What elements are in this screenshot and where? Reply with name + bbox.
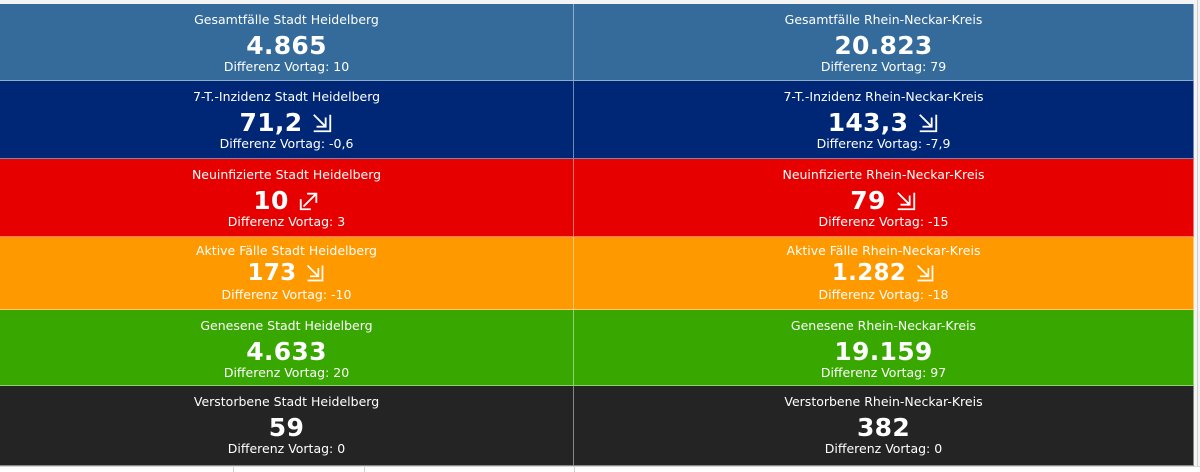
tile-value: 59 [268,413,305,442]
tile-diff: Differenz Vortag: -15 [818,214,949,229]
tile-value: 173 [247,260,297,286]
value-line: 71,2 [0,105,573,141]
tile-value: 4.865 [246,31,327,60]
tile-aktive-heidelberg[interactable]: Aktive Fälle Stadt Heidelberg 173 Differ… [0,237,574,310]
tile-title: Gesamtfälle Rhein-Neckar-Kreis [784,12,983,27]
value-line: 1.282 [574,257,1193,289]
tile-verstorbene-rnk[interactable]: Verstorbene Rhein-Neckar-Kreis 382 Diffe… [574,386,1194,466]
tile-value: 382 [856,413,911,442]
tile-diff: Differenz Vortag: 0 [824,441,943,456]
tile-title: 7-T.-Inzidenz Stadt Heidelberg [192,89,381,104]
tile-value: 1.282 [831,260,907,286]
tile-value: 10 [253,186,289,215]
tile-title: Verstorbene Stadt Heidelberg [193,394,380,409]
value-line: 20.823 [574,28,1193,64]
arrow-down-right-icon [917,112,939,134]
tile-diff: Differenz Vortag: -18 [818,287,949,302]
tile-neuinfizierte-rnk[interactable]: Neuinfizierte Rhein-Neckar-Kreis 79 Diff… [574,159,1194,237]
tile-value: 143,3 [827,108,909,137]
tile-genesene-heidelberg[interactable]: Genesene Stadt Heidelberg 4.633 Differen… [0,310,574,386]
footer-tab-strip [0,466,1200,472]
tile-title: Neuinfizierte Rhein-Neckar-Kreis [782,167,985,182]
tile-diff: Differenz Vortag: 3 [227,214,346,229]
footer-tab[interactable] [233,467,365,472]
tile-aktive-rnk[interactable]: Aktive Fälle Rhein-Neckar-Kreis 1.282 Di… [574,237,1194,310]
tile-diff: Differenz Vortag: -7,9 [816,136,951,151]
arrow-down-right-icon [896,192,915,211]
window-edge [1197,0,1198,466]
tile-value: 19.159 [834,337,933,366]
arrow-down-right-icon [305,263,325,283]
tile-diff: Differenz Vortag: 0 [227,441,346,456]
covid-dashboard: Gesamtfälle Stadt Heidelberg 4.865 Diffe… [0,4,1194,466]
arrow-down-right-icon [311,112,333,134]
tile-title: Neuinfizierte Stadt Heidelberg [191,167,382,182]
value-line: 59 [0,410,573,446]
value-line: 10 [0,183,573,219]
tile-title: Genesene Stadt Heidelberg [200,318,373,333]
arrow-down-right-icon [307,264,324,282]
tile-gesamt-rnk[interactable]: Gesamtfälle Rhein-Neckar-Kreis 20.823 Di… [574,4,1194,81]
tile-title: Verstorbene Rhein-Neckar-Kreis [784,394,983,409]
value-line: 19.159 [574,334,1193,370]
value-line: 143,3 [574,105,1193,141]
tile-diff: Differenz Vortag: -10 [221,287,352,302]
footer-tab[interactable] [364,467,575,472]
value-line: 173 [0,257,573,289]
tile-genesene-rnk[interactable]: Genesene Rhein-Neckar-Kreis 19.159 Diffe… [574,310,1194,386]
tile-inzidenz-heidelberg[interactable]: 7-T.-Inzidenz Stadt Heidelberg 71,2 Diff… [0,81,574,159]
value-line: 4.865 [0,28,573,64]
tile-diff: Differenz Vortag: 20 [223,365,350,380]
tile-diff: Differenz Vortag: 10 [223,59,350,74]
arrow-down-right-icon [915,263,935,283]
tile-value: 79 [850,186,886,215]
arrow-up-right-icon [298,190,320,212]
tile-value: 4.633 [246,337,327,366]
arrow-up-right-icon [299,192,317,211]
tile-title: Genesene Rhein-Neckar-Kreis [790,318,977,333]
tile-title: Gesamtfälle Stadt Heidelberg [194,12,379,27]
arrow-down-right-icon [919,114,938,133]
tile-verstorbene-heidelberg[interactable]: Verstorbene Stadt Heidelberg 59 Differen… [0,386,574,466]
tile-title: 7-T.-Inzidenz Rhein-Neckar-Kreis [783,89,984,104]
tile-gesamt-heidelberg[interactable]: Gesamtfälle Stadt Heidelberg 4.865 Diffe… [0,4,574,81]
tile-diff: Differenz Vortag: 97 [820,365,947,380]
tile-diff: Differenz Vortag: -0,6 [219,136,354,151]
tile-title: Aktive Fälle Rhein-Neckar-Kreis [786,243,981,258]
tile-title: Aktive Fälle Stadt Heidelberg [196,243,377,258]
tile-neuinfizierte-heidelberg[interactable]: Neuinfizierte Stadt Heidelberg 10 Differ… [0,159,574,237]
tile-value: 71,2 [239,108,303,137]
arrow-down-right-icon [917,264,934,282]
arrow-down-right-icon [895,190,917,212]
tile-inzidenz-rnk[interactable]: 7-T.-Inzidenz Rhein-Neckar-Kreis 143,3 D… [574,81,1194,159]
value-line: 4.633 [0,334,573,370]
value-line: 382 [574,410,1193,446]
footer-tab[interactable] [0,467,234,472]
value-line: 79 [574,183,1193,219]
tile-diff: Differenz Vortag: 79 [820,59,947,74]
tile-value: 20.823 [834,31,933,60]
arrow-down-right-icon [313,114,332,133]
